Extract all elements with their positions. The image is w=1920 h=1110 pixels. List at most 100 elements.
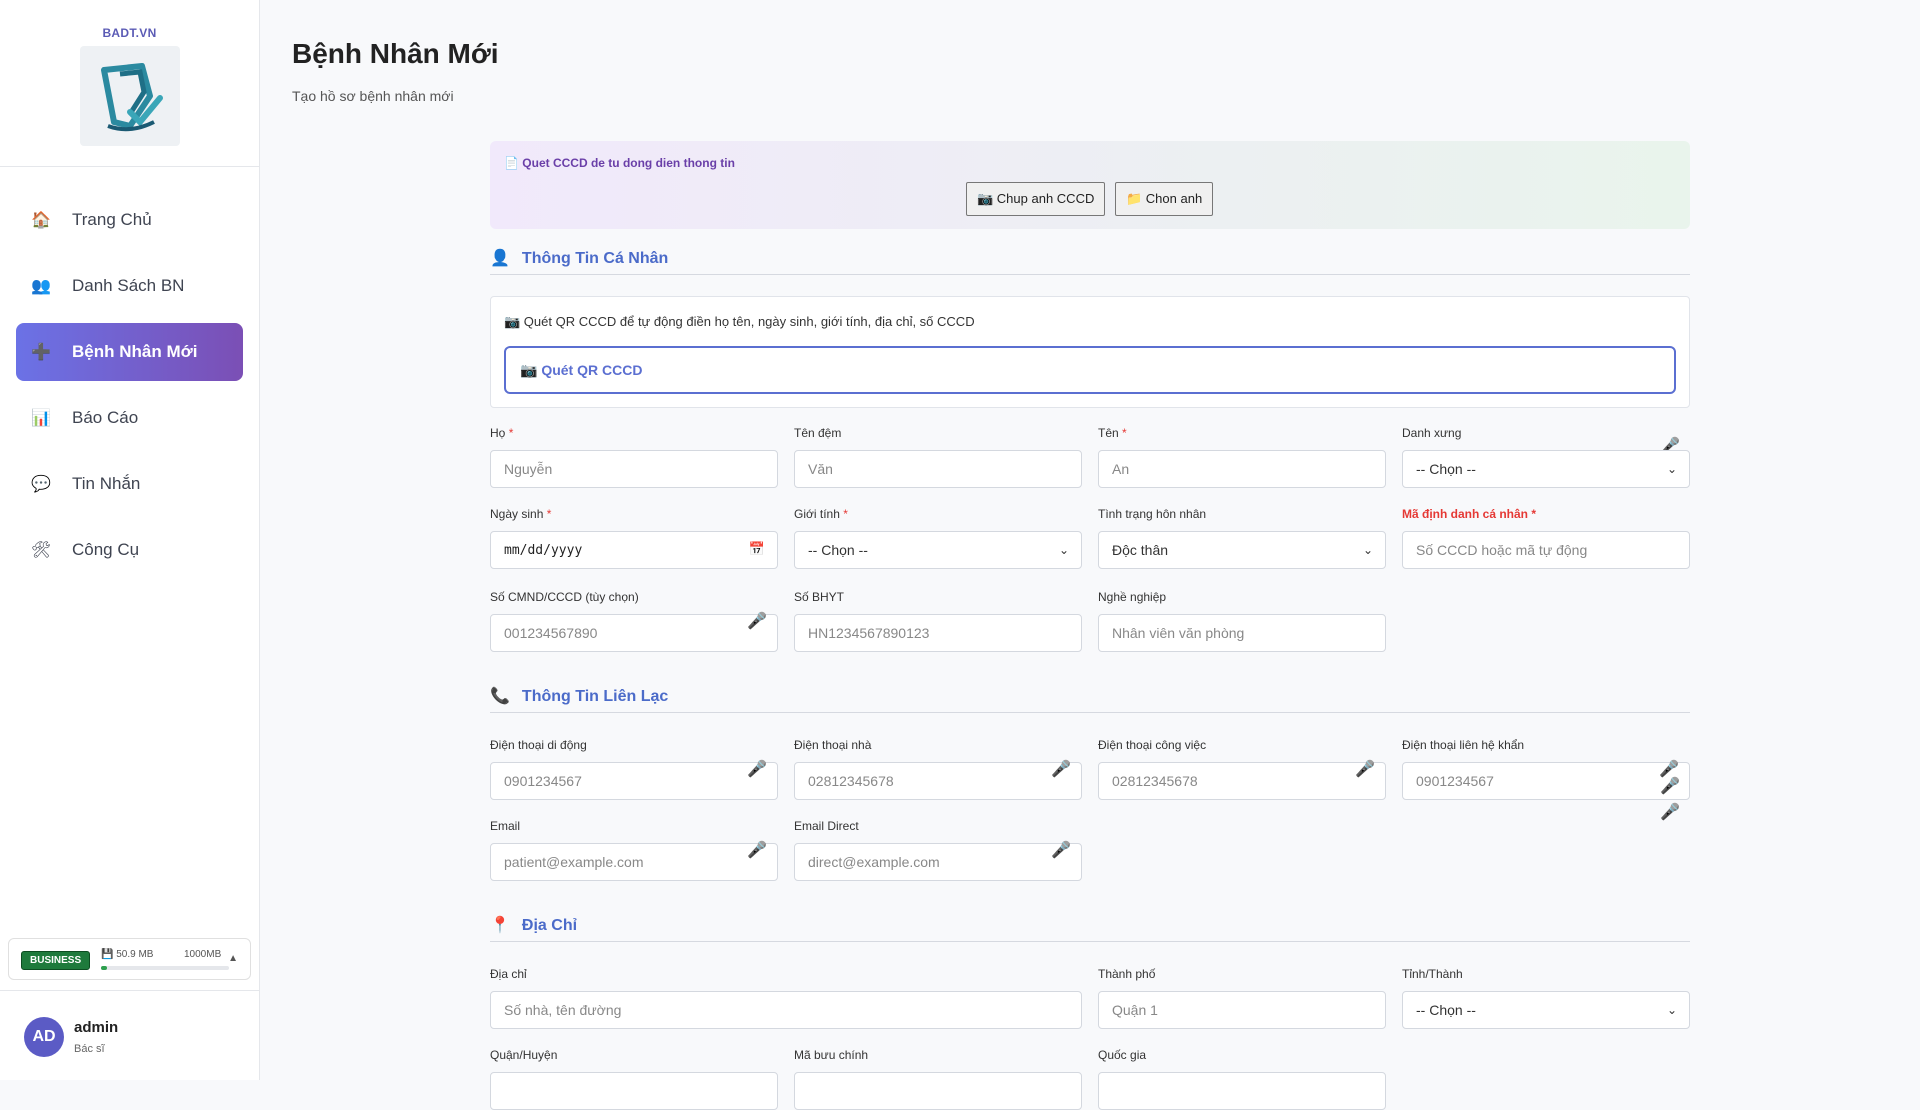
user-role: Bác sĩ xyxy=(74,1043,105,1055)
sidebar-item-label: Trang Chủ xyxy=(72,210,152,229)
mic-icon[interactable]: 🎤 xyxy=(747,613,767,630)
caret-up-icon[interactable]: ▲ xyxy=(228,953,238,964)
work-phone-input[interactable]: 02812345678 🎤 xyxy=(1098,761,1386,800)
field-label: Thành phố xyxy=(1098,967,1156,981)
nghe-nghiep-input[interactable]: Nhân viên văn phòng xyxy=(1098,614,1386,652)
qr-scan-box: 📷 Quét QR CCCD để tự động điền họ tên, n… xyxy=(490,296,1690,408)
patient-form: 📄 Quet CCCD de tu dong dien thong tin 📷 … xyxy=(490,141,1690,1110)
plan-usage-widget[interactable]: BUSINESS 💾 50.9 MB 1000MB ▲ xyxy=(8,938,251,980)
plus-icon: ➕ xyxy=(31,344,51,361)
storage-progress-bar xyxy=(101,966,229,970)
pin-icon: 📍 xyxy=(490,917,510,934)
ten-input[interactable]: An xyxy=(1098,450,1386,488)
sidebar-item-cong-cu[interactable]: 🛠 Công Cụ xyxy=(16,521,243,579)
ma-dinh-danh-input[interactable]: Số CCCD hoặc mã tự động xyxy=(1402,531,1690,569)
sidebar-item-label: Bệnh Nhân Mới xyxy=(72,342,198,361)
mic-icon[interactable]: 🎤 xyxy=(1659,761,1679,778)
page-title: Bệnh Nhân Mới xyxy=(292,38,499,69)
qr-hint: 📷 Quét QR CCCD để tự động điền họ tên, n… xyxy=(504,314,975,329)
gioi-tinh-select[interactable]: -- Chọn -- ⌄ xyxy=(794,531,1082,569)
field-label: Họ xyxy=(490,426,506,440)
mic-icon[interactable]: 🎤 xyxy=(1660,778,1680,795)
storage-progress-fill xyxy=(101,966,108,970)
field-quan: Quận/Huyện xyxy=(490,1048,778,1110)
main-content: Bệnh Nhân Mới Tạo hồ sơ bệnh nhân mới 📄 … xyxy=(261,0,1920,1110)
dia-chi-input[interactable]: Số nhà, tên đường xyxy=(490,991,1082,1029)
mic-icon[interactable]: 🎤 xyxy=(1355,761,1375,778)
storage-max: 1000MB xyxy=(184,949,222,960)
email-input[interactable]: patient@example.com 🎤 xyxy=(490,842,778,881)
field-label: Số BHYT xyxy=(794,590,845,604)
field-label: Email Direct xyxy=(794,819,859,833)
sidebar-item-bao-cao[interactable]: 📊 Báo Cáo xyxy=(16,389,243,447)
calendar-icon[interactable]: 📅 xyxy=(748,542,765,557)
field-thanh-pho: Thành phố Quận 1 xyxy=(1098,967,1386,1029)
sidebar-item-benh-nhan-moi[interactable]: ➕ Bệnh Nhân Mới xyxy=(16,323,243,381)
user-name: admin xyxy=(74,1019,119,1036)
field-ngay-sinh: Ngày sinh * mm/dd/yyyy 📅 xyxy=(490,507,778,569)
scan-qr-button[interactable]: 📷 Quét QR CCCD xyxy=(504,346,1676,394)
mic-icon[interactable]: 🎤 xyxy=(1660,804,1680,821)
quan-input[interactable] xyxy=(490,1072,778,1110)
cccd-scan-title: 📄 Quet CCCD de tu dong dien thong tin xyxy=(504,156,735,170)
hon-nhan-select[interactable]: Độc thân ⌄ xyxy=(1098,531,1386,569)
mic-icon[interactable]: 🎤 xyxy=(1051,761,1071,778)
emergency-phone-input[interactable]: 0901234567 🎤 xyxy=(1402,761,1690,800)
sidebar-item-danh-sach-bn[interactable]: 👥 Danh Sách BN xyxy=(16,257,243,315)
field-nghe-nghiep: Nghề nghiệp Nhân viên văn phòng xyxy=(1098,590,1386,652)
ten-dem-input[interactable]: Văn xyxy=(794,450,1082,488)
field-label: Quận/Huyện xyxy=(490,1048,558,1062)
field-bhyt: Số BHYT HN1234567890123 xyxy=(794,590,1082,652)
field-quoc-gia: Quốc gia xyxy=(1098,1048,1386,1110)
avatar: AD xyxy=(24,1017,64,1057)
mic-icon[interactable]: 🎤 xyxy=(747,761,767,778)
field-emergency-phone: Điện thoại liên hệ khẩn 0901234567 🎤 🎤 🎤 xyxy=(1402,738,1690,821)
sidebar-item-trang-chu[interactable]: 🏠 Trang Chủ xyxy=(16,191,243,249)
mobile-input[interactable]: 0901234567 🎤 xyxy=(490,761,778,800)
home-phone-input[interactable]: 02812345678 🎤 xyxy=(794,761,1082,800)
mic-icon[interactable]: 🎤 xyxy=(747,842,767,859)
field-home-phone: Điện thoại nhà 02812345678 🎤 xyxy=(794,738,1082,800)
field-gioi-tinh: Giới tính * -- Chọn -- ⌄ xyxy=(794,507,1082,569)
field-email-direct: Email Direct direct@example.com 🎤 xyxy=(794,819,1082,881)
plan-badge: BUSINESS xyxy=(21,951,91,970)
field-mobile: Điện thoại di động 0901234567 🎤 xyxy=(490,738,778,800)
field-cmnd: Số CMND/CCCD (tùy chọn) 001234567890 🎤 xyxy=(490,590,778,652)
field-label: Nghề nghiệp xyxy=(1098,590,1167,604)
sidebar-item-tin-nhan[interactable]: 💬 Tin Nhắn xyxy=(16,455,243,513)
ho-input[interactable]: Nguyễn xyxy=(490,450,778,488)
cmnd-input[interactable]: 001234567890 🎤 xyxy=(490,613,778,652)
field-label: Địa chỉ xyxy=(490,967,527,981)
field-work-phone: Điện thoại công việc 02812345678 🎤 xyxy=(1098,738,1386,800)
bhyt-input[interactable]: HN1234567890123 xyxy=(794,614,1082,652)
section-title: 📍 Địa Chỉ xyxy=(490,917,578,934)
email-direct-input[interactable]: direct@example.com 🎤 xyxy=(794,842,1082,881)
field-ten: Tên * An xyxy=(1098,426,1386,488)
quoc-gia-input[interactable] xyxy=(1098,1072,1386,1110)
capture-cccd-button[interactable]: 📷 Chup anh CCCD xyxy=(966,182,1106,216)
field-label: Quốc gia xyxy=(1098,1048,1147,1062)
sidebar-nav: 🏠 Trang Chủ 👥 Danh Sách BN ➕ Bệnh Nhân M… xyxy=(0,167,259,579)
field-label: Điện thoại nhà xyxy=(794,738,872,752)
thanh-pho-input[interactable]: Quận 1 xyxy=(1098,991,1386,1029)
choose-image-button[interactable]: 📁 Chon anh xyxy=(1115,182,1214,216)
section-contact-info: 📞 Thông Tin Liên Lạc xyxy=(490,679,1690,713)
field-label: Giới tính xyxy=(794,507,840,521)
user-panel[interactable]: AD admin Bác sĩ xyxy=(0,990,260,1080)
danh-xung-select[interactable]: -- Chọn -- ⌄ xyxy=(1402,450,1690,488)
ma-buu-chinh-input[interactable] xyxy=(794,1072,1082,1110)
chevron-down-icon: ⌄ xyxy=(1058,543,1069,557)
logo-icon[interactable] xyxy=(79,46,180,146)
field-label: Tên xyxy=(1098,426,1119,440)
field-ma-buu-chinh: Mã bưu chính xyxy=(794,1048,1082,1110)
field-ma-dinh-danh: Mã định danh cá nhân * Số CCCD hoặc mã t… xyxy=(1402,507,1690,569)
ngay-sinh-input[interactable]: mm/dd/yyyy 📅 xyxy=(490,531,778,569)
mic-icon[interactable]: 🎤 xyxy=(1051,842,1071,859)
tinh-select[interactable]: -- Chọn -- ⌄ xyxy=(1402,991,1690,1029)
field-label: Mã bưu chính xyxy=(794,1048,869,1062)
home-icon: 🏠 xyxy=(31,212,51,229)
field-label: Số CMND/CCCD (tùy chọn) xyxy=(490,590,639,604)
field-label: Tên đệm xyxy=(794,426,842,440)
users-icon: 👥 xyxy=(31,278,51,295)
section-title: 📞 Thông Tin Liên Lạc xyxy=(490,688,669,705)
